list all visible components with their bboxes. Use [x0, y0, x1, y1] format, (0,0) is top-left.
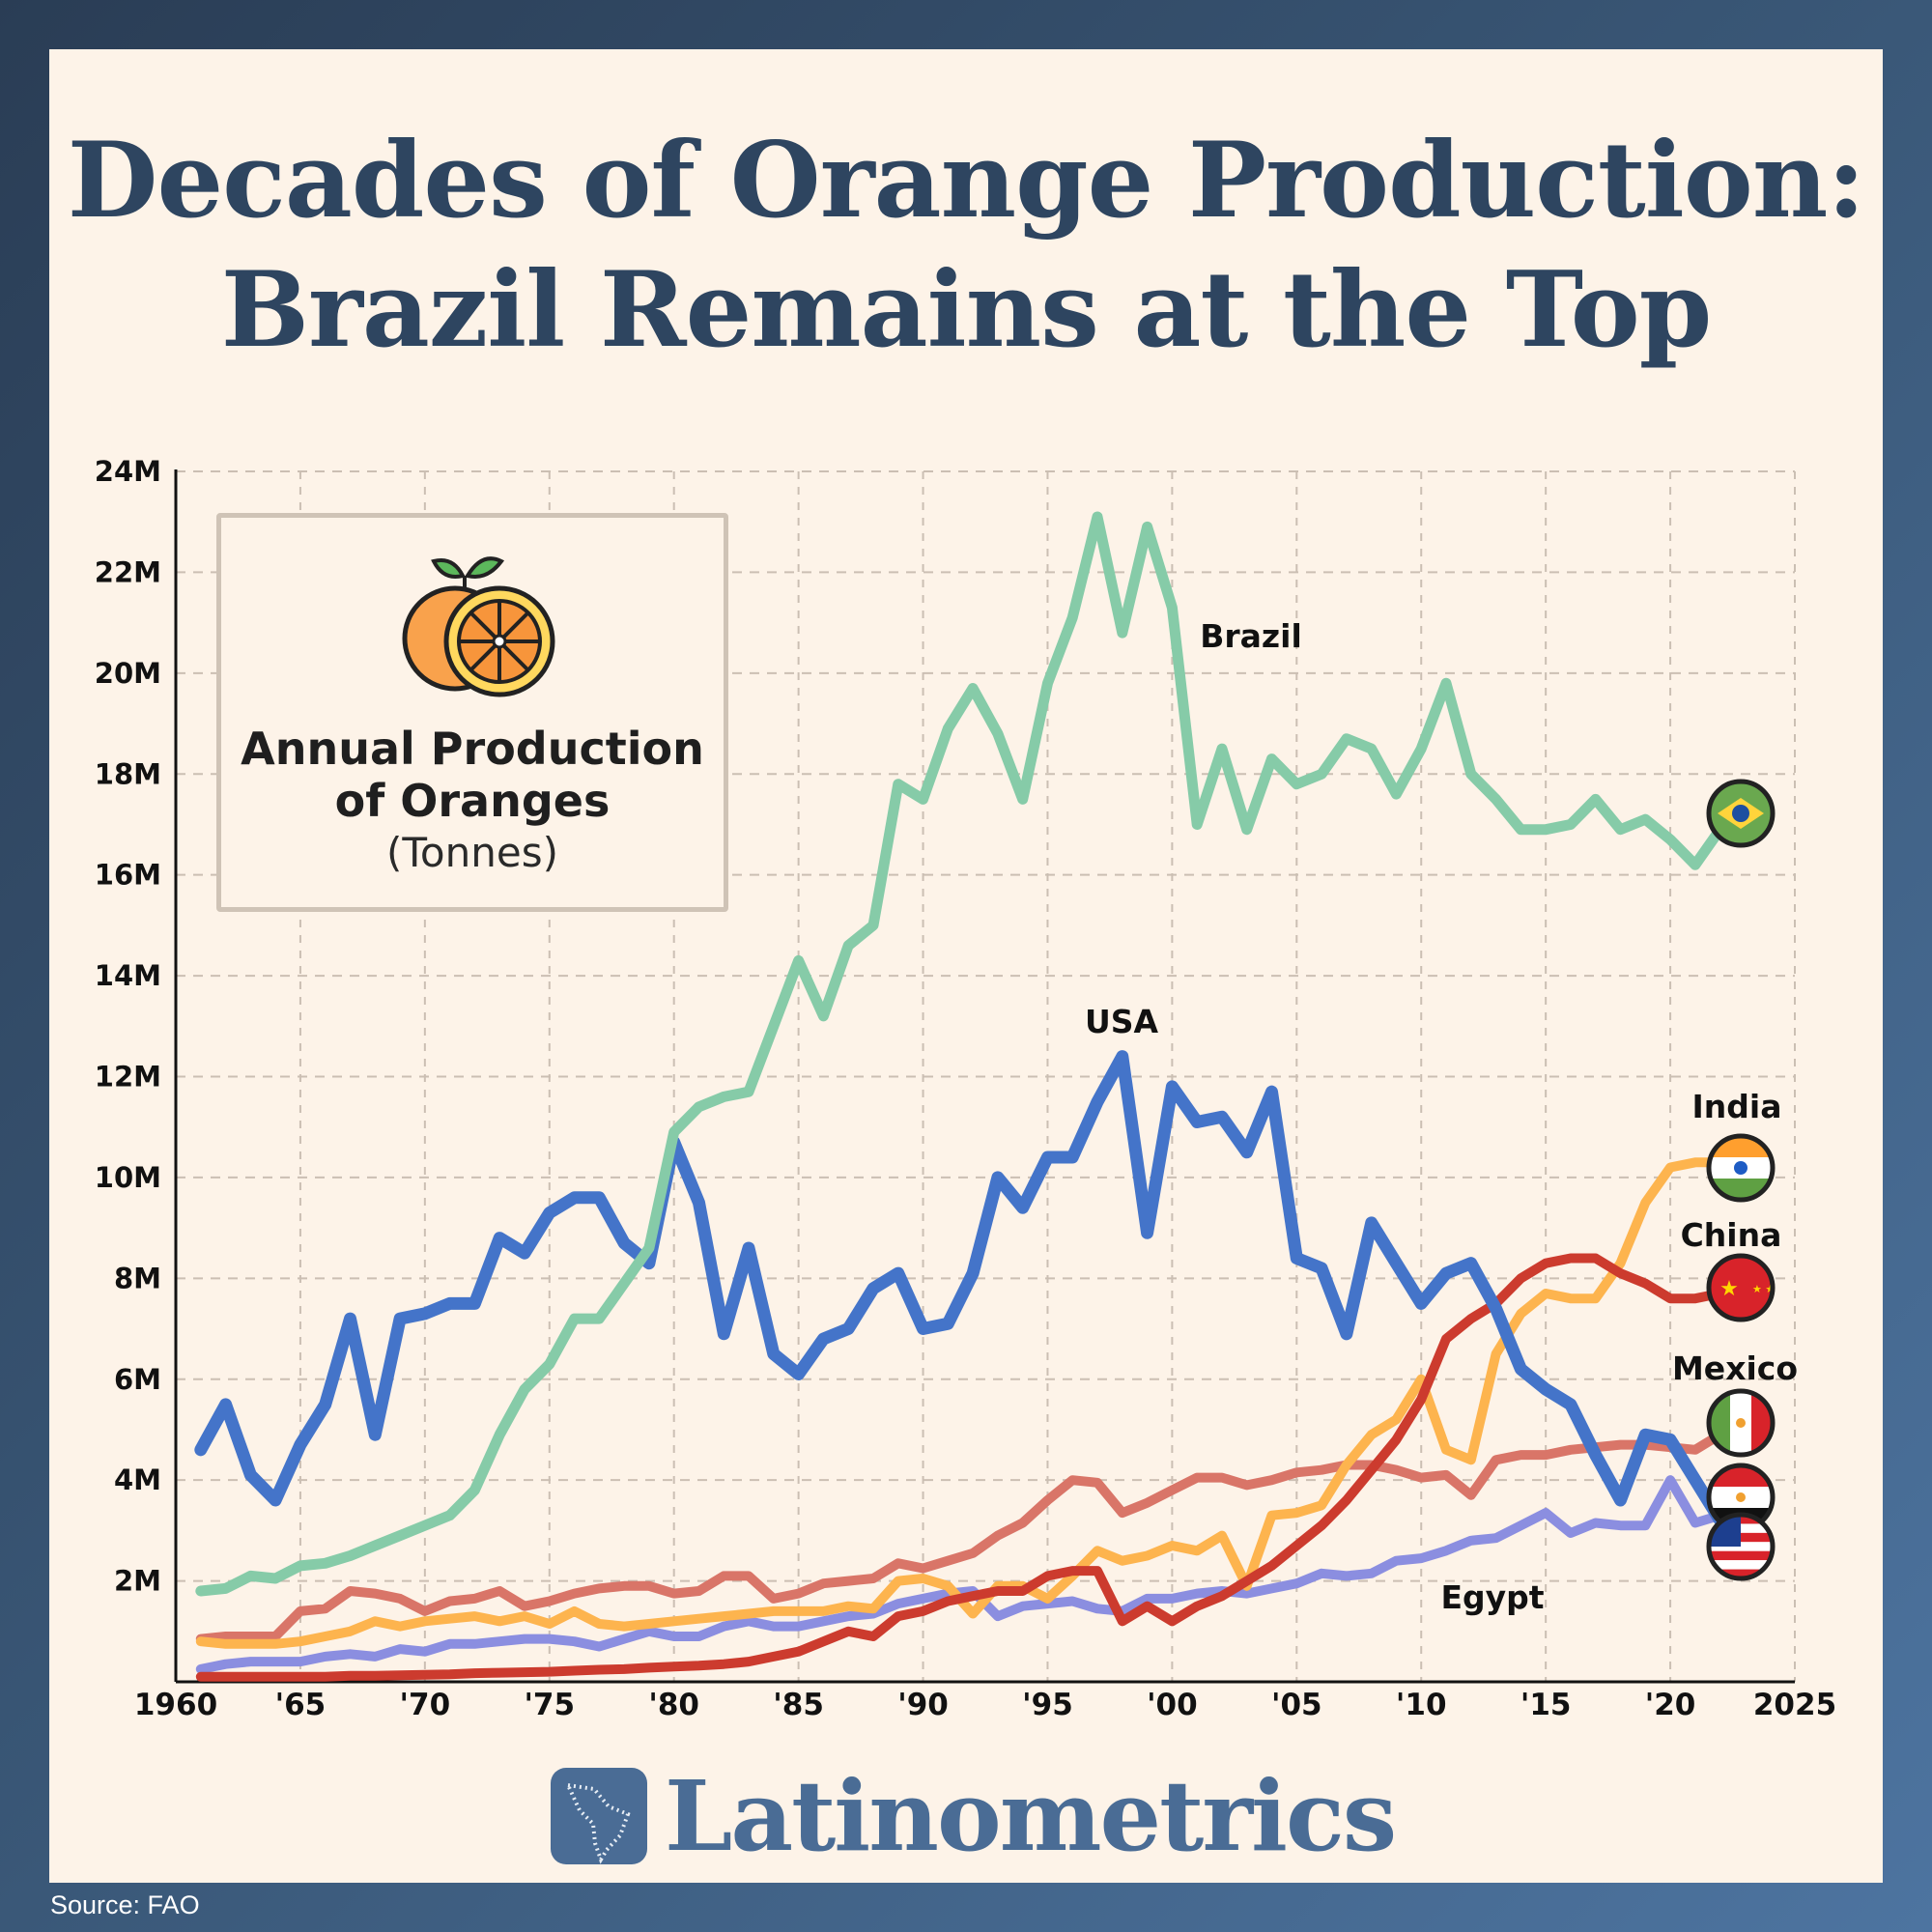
latin-america-map-icon [551, 1768, 647, 1864]
chart-panel [49, 49, 1883, 1883]
y-tick-label: 22M [95, 555, 161, 588]
usa-flag-icon [1706, 1512, 1776, 1581]
y-tick-label: 10M [95, 1161, 161, 1194]
flag-stripe [1709, 1569, 1773, 1578]
brand-name: Latinometrics [665, 1759, 1397, 1873]
series-line-india [195, 1157, 1725, 1649]
legend-title-line-2: of Oranges [334, 775, 611, 827]
flags: ★ ★ ★ [1706, 779, 1776, 1581]
flag-globe [1732, 805, 1749, 822]
flag-border [1706, 1512, 1776, 1581]
x-tick-label: '10 [1396, 1688, 1447, 1722]
china-flag-icon: ★ ★ ★ [1706, 1253, 1776, 1322]
series-label-india: India [1692, 1088, 1782, 1125]
x-tick-label: 1960 [134, 1688, 217, 1722]
x-tick-label: '75 [524, 1688, 575, 1722]
x-tick-label: '20 [1645, 1688, 1696, 1722]
brazil-flag-icon [1706, 779, 1776, 848]
x-tick-label: '15 [1520, 1688, 1572, 1722]
x-tick-label: '00 [1147, 1688, 1198, 1722]
india-flag-icon [1706, 1133, 1776, 1203]
flag-stripe [1709, 1560, 1773, 1570]
legend-title: Annual Production of Oranges [221, 723, 724, 827]
series-label-usa: USA [1085, 1003, 1159, 1040]
series-line-brazil [195, 511, 1726, 1597]
y-tick-label: 18M [95, 757, 161, 790]
flag-emblem [1736, 1418, 1746, 1428]
series-labels: Mexico Egypt India China USA Brazil [1085, 617, 1798, 1616]
flag-star: ★ [1719, 1277, 1739, 1301]
y-tick-label: 12M [95, 1061, 161, 1094]
flag-border [1706, 779, 1776, 848]
x-tick-label: 2025 [1753, 1688, 1836, 1722]
title-line-2: Brazil Remains at the Top [220, 249, 1713, 371]
legend-title-line-1: Annual Production [241, 723, 704, 775]
flag-border [1706, 1253, 1776, 1322]
series-label-egypt: Egypt [1440, 1578, 1544, 1616]
mexico-flag-icon [1706, 1388, 1776, 1458]
x-tick-label: '85 [773, 1688, 824, 1722]
x-tick-label: '65 [275, 1688, 327, 1722]
axes [174, 469, 1795, 1684]
y-tick-label: 4M [114, 1463, 161, 1496]
y-tick-label: 24M [95, 455, 161, 488]
series-line-china [195, 1253, 1725, 1682]
tick-labels: 2M 4M 6M 8M 10M 12M 14M 16M 18M 20M 22M 24M 1960 '65 '… [95, 455, 1836, 1722]
series-lines [194, 511, 1727, 1682]
chart-legend-box: Annual Production of Oranges (Tonnes) [216, 513, 728, 912]
orange-icon [402, 556, 555, 697]
series-label-brazil: Brazil [1200, 617, 1302, 655]
series-line-egypt [195, 1475, 1725, 1674]
flag-wheel [1734, 1161, 1747, 1175]
x-tick-label: '70 [400, 1688, 451, 1722]
x-tick-label: '95 [1022, 1688, 1073, 1722]
y-tick-label: 6M [114, 1363, 161, 1396]
y-tick-label: 20M [95, 657, 161, 690]
x-tick-label: '80 [648, 1688, 699, 1722]
source-note: Source: FAO [50, 1890, 200, 1919]
brand-logo: Latinometrics [551, 1759, 1397, 1873]
flag-star: ★ ★ [1752, 1283, 1775, 1295]
legend-unit: (Tonnes) [386, 829, 558, 876]
series-label-mexico: Mexico [1672, 1350, 1798, 1387]
y-tick-label: 2M [114, 1565, 161, 1598]
page-title: Decades of Orange Production: Brazil Rem… [49, 116, 1883, 375]
x-tick-label: '90 [897, 1688, 949, 1722]
series-line-mexico [195, 1430, 1725, 1644]
y-tick-label: 14M [95, 959, 161, 992]
title-line-1: Decades of Orange Production: [67, 120, 1865, 242]
series-label-china: China [1681, 1216, 1782, 1254]
y-tick-label: 8M [114, 1262, 161, 1294]
x-tick-label: '05 [1271, 1688, 1322, 1722]
flag-emblem [1736, 1492, 1746, 1502]
flag-border [1706, 1133, 1776, 1203]
flag-border [1706, 1388, 1776, 1458]
y-tick-label: 16M [95, 859, 161, 892]
flag-stripe [1709, 1550, 1773, 1561]
series-line-usa [194, 1050, 1727, 1527]
